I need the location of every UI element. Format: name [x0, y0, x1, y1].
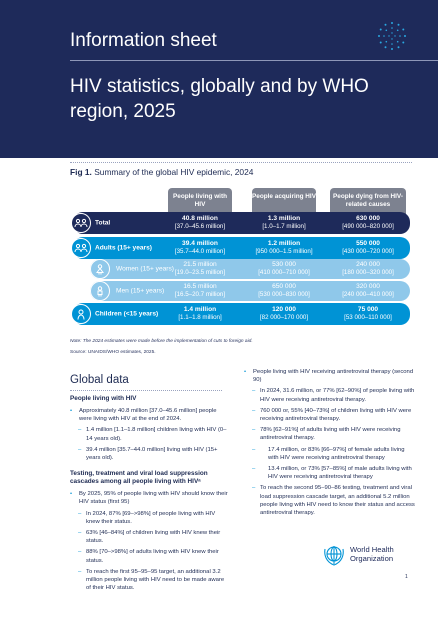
women-dying-range: [180 000–320 000]: [342, 269, 394, 276]
child-icon: [71, 304, 91, 324]
women-acquiring-value: 530 000: [272, 261, 296, 268]
section-title-global: Global data: [70, 374, 129, 386]
women-living-range: [19.0–23.5 million]: [174, 269, 226, 276]
page-title: HIV statistics, globally and by WHO regi…: [70, 76, 369, 122]
men-living-range: [16.5–20.7 million]: [174, 291, 226, 298]
col-header-dying: People dying from HIV-related causes: [330, 188, 406, 214]
figure-note: Note: The 2024 estimates were made befor…: [70, 339, 253, 344]
total-acquiring-range: [1.0–1.7 million]: [262, 223, 306, 230]
children-living-value: 1.4 million: [183, 306, 217, 313]
who-logo: World Health Organization: [322, 543, 418, 569]
figure-caption: Summary of the global HIV epidemic, 2024: [94, 167, 254, 177]
adults-living-value: 39.4 million: [182, 240, 218, 247]
adults-acquiring-range: [950 000–1.5 million]: [255, 248, 313, 255]
col-header-living: People living with HIV: [168, 188, 232, 214]
men-living-value: 16.5 million: [183, 283, 217, 290]
list-item: Approximately 40.8 million [37.0–45.6 mi…: [70, 407, 228, 423]
children-acquiring-range: [82 000–170 000]: [259, 314, 309, 321]
men-acquiring-range: [530 000–830 000]: [258, 291, 310, 298]
list-item: 17.4 million, or 83% [66–97%] of female …: [244, 446, 416, 462]
table-row-women: Women (15+ years) 21.5 million [19.0–23.5…: [90, 259, 410, 279]
man-icon: [90, 281, 110, 301]
list-item: In 2024, 87% [69–>98%] of people living …: [70, 510, 228, 526]
adults-living-range: [35.7–44.0 million]: [174, 248, 226, 255]
sheet-label: Information sheet: [70, 30, 217, 51]
men-dying-value: 320 000: [356, 283, 380, 290]
women-dying-value: 240 000: [356, 261, 380, 268]
list-item: 78% [62–91%] of adults living with HIV w…: [244, 426, 416, 442]
row-label-adults: Adults (15+ years): [95, 244, 152, 252]
list-item: 1.4 million [1.1–1.8 million] children l…: [70, 426, 228, 442]
figure-number: Fig 1.: [70, 167, 92, 177]
dotted-globe-icon: [378, 22, 406, 50]
heading-cascade: Testing, treatment and viral load suppre…: [70, 470, 208, 486]
children-dying-range: [53 000–110 000]: [344, 314, 392, 321]
org-name-line2: Organization: [350, 554, 394, 563]
list-item: 39.4 million [35.7–44.0 million] living …: [70, 446, 228, 462]
table-row-men: Men (15+ years) 16.5 million [16.5–20.7 m…: [90, 281, 410, 301]
group-people-icon: [71, 213, 91, 233]
list-item: To reach the second 95–90–86 testing, tr…: [244, 484, 416, 517]
section-divider: [70, 390, 222, 391]
figure-heading: Fig 1. Summary of the global HIV epidemi…: [70, 162, 412, 177]
children-acquiring-value: 120 000: [272, 306, 296, 313]
women-living-value: 21.5 million: [183, 261, 217, 268]
col-header-acquiring: People acquiring HIV: [252, 188, 316, 214]
list-item: 760 000 or, 55% [40–73%] of children liv…: [244, 407, 416, 423]
adults-dying-range: [430 000–720 000]: [342, 248, 394, 255]
list-item: 88% [70–>98%] of adults living with HIV …: [70, 548, 228, 564]
children-dying-value: 75 000: [357, 306, 379, 313]
heading-plhiv: People living with HIV: [70, 395, 137, 402]
list-item: 13.4 million, or 73% [57–85%] of male ad…: [244, 465, 416, 481]
list-item: 63% [46–84%] of children living with HIV…: [70, 529, 228, 545]
table-row-adults: Adults (15+ years) 39.4 million [35.7–44.…: [71, 237, 410, 259]
men-acquiring-value: 650 000: [272, 283, 296, 290]
table-row-total: Total 40.8 million [37.0–45.6 million] 1.…: [71, 212, 410, 234]
list-item: By 2025, 95% of people living with HIV s…: [70, 490, 228, 506]
left-column: People living with HIV Approximately 40.…: [70, 395, 228, 595]
table-row-children: Children (<15 years) 1.4 million [1.1–1.8…: [71, 303, 410, 325]
right-column: People living with HIV receiving antiret…: [244, 368, 416, 520]
figure-divider: [70, 162, 412, 163]
total-living-range: [37.0–45.6 million]: [174, 223, 226, 230]
total-acquiring-value: 1.3 million: [267, 215, 301, 222]
total-dying-value: 630 000: [356, 215, 380, 222]
row-label-men: Men (15+ years): [116, 287, 165, 295]
header-rule: [70, 60, 438, 61]
adults-icon: [71, 238, 91, 258]
page-number: 1: [405, 574, 408, 580]
row-label-women: Women (15+ years): [116, 265, 174, 273]
list-item: People living with HIV receiving antiret…: [244, 368, 416, 384]
who-emblem-icon: [324, 546, 344, 566]
men-dying-range: [240 000–410 000]: [342, 291, 394, 298]
list-item: To reach the first 95–95–95 target, an a…: [70, 568, 228, 593]
list-item: In 2024, 31.6 million, or 77% [62–90%] o…: [244, 387, 416, 403]
figure-source: Source: UNAIDS/WHO estimates, 2025.: [70, 350, 156, 355]
org-name-line1: World Health: [350, 545, 394, 554]
women-acquiring-range: [410 000–710 000]: [258, 269, 310, 276]
adults-dying-value: 550 000: [356, 240, 380, 247]
total-living-value: 40.8 million: [182, 215, 218, 222]
row-label-total: Total: [95, 219, 111, 227]
header-banner: Information sheet HIV statistics, global…: [0, 0, 438, 158]
adults-acquiring-value: 1.2 million: [267, 240, 301, 247]
row-label-children: Children (<15 years): [95, 310, 159, 318]
total-dying-range: [490 000–820 000]: [342, 223, 394, 230]
woman-icon: [90, 259, 110, 279]
children-living-range: [1.1–1.8 million]: [178, 314, 222, 321]
